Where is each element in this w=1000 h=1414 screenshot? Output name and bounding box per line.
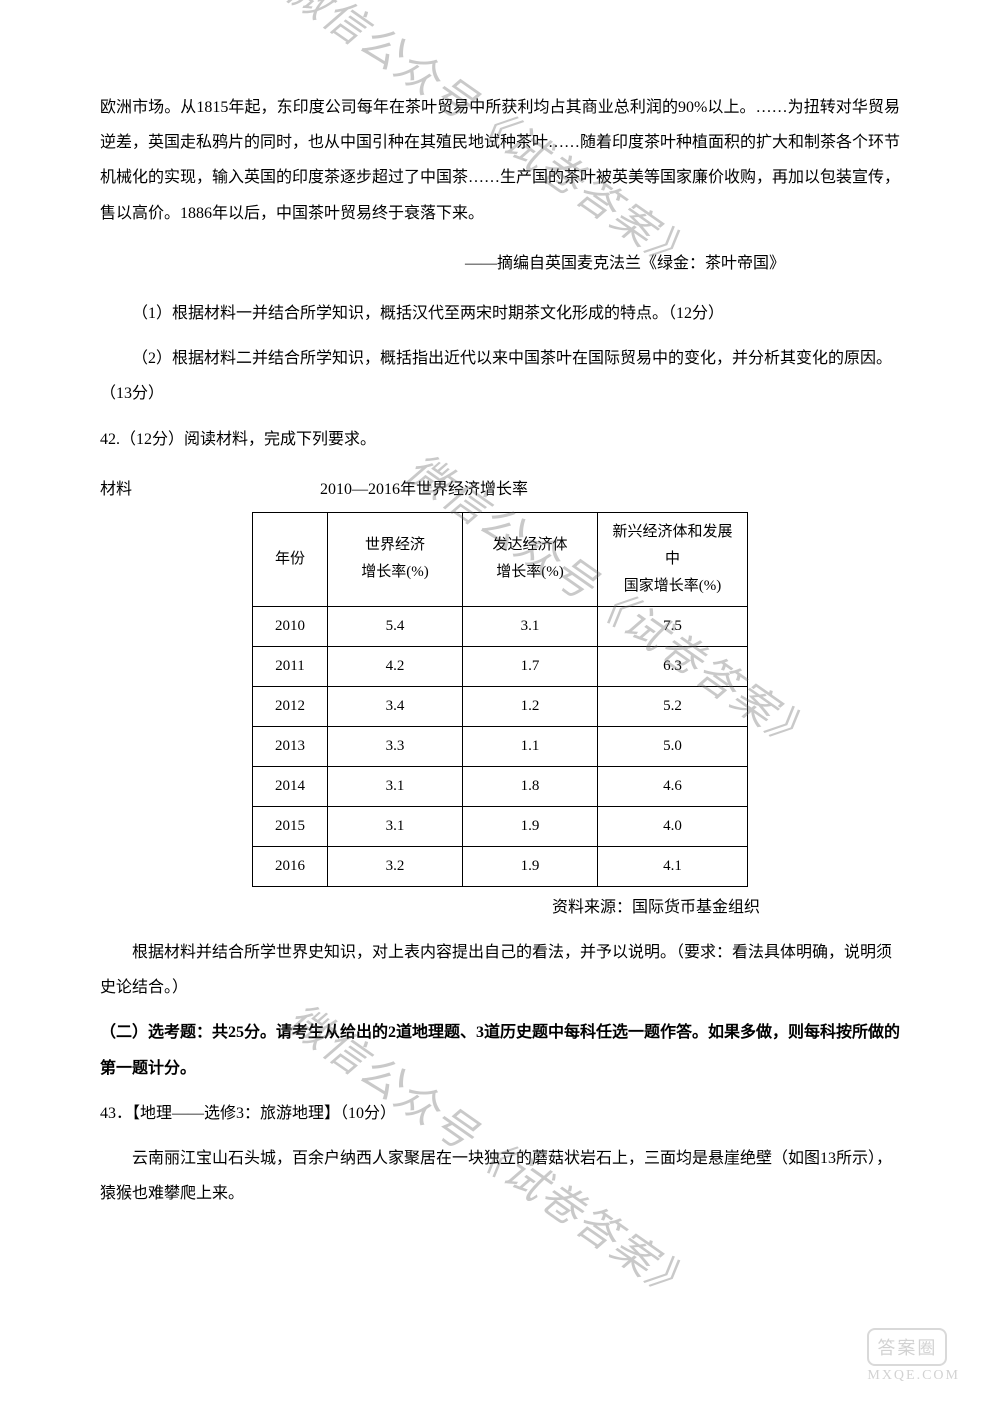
header-year: 年份 bbox=[253, 512, 328, 606]
economy-table: 年份 世界经济增长率(%) 发达经济体增长率(%) 新兴经济体和发展中国家增长率… bbox=[252, 512, 748, 887]
cell-developed: 1.2 bbox=[463, 686, 598, 726]
cell-year: 2015 bbox=[253, 806, 328, 846]
question-2: （2）根据材料二并结合所学知识，概括指出近代以来中国茶叶在国际贸易中的变化，并分… bbox=[100, 341, 900, 411]
table-row: 2011 4.2 1.7 6.3 bbox=[253, 646, 748, 686]
table-header-row: 年份 世界经济增长率(%) 发达经济体增长率(%) 新兴经济体和发展中国家增长率… bbox=[253, 512, 748, 606]
cell-year: 2012 bbox=[253, 686, 328, 726]
table-title: 2010—2016年世界经济增长率 bbox=[320, 481, 528, 498]
table-row: 2016 3.2 1.9 4.1 bbox=[253, 846, 748, 886]
cell-year: 2010 bbox=[253, 606, 328, 646]
cell-world: 4.2 bbox=[328, 646, 463, 686]
header-developed: 发达经济体增长率(%) bbox=[463, 512, 598, 606]
bottom-logo: 答案圈 MXQE.COM bbox=[867, 1328, 960, 1384]
material-row: 材料 2010—2016年世界经济增长率 bbox=[100, 472, 900, 507]
table-row: 2010 5.4 3.1 7.5 bbox=[253, 606, 748, 646]
cell-world: 3.1 bbox=[328, 766, 463, 806]
header-world: 世界经济增长率(%) bbox=[328, 512, 463, 606]
cell-developed: 1.9 bbox=[463, 846, 598, 886]
question-42-body: 根据材料并结合所学世界史知识，对上表内容提出自己的看法，并予以说明。（要求：看法… bbox=[100, 935, 900, 1005]
cell-emerging: 4.0 bbox=[598, 806, 748, 846]
cell-emerging: 4.1 bbox=[598, 846, 748, 886]
cell-emerging: 7.5 bbox=[598, 606, 748, 646]
question-43-header: 43．【地理——选修3：旅游地理】（10分） bbox=[100, 1096, 900, 1131]
cell-emerging: 5.0 bbox=[598, 726, 748, 766]
cell-world: 3.3 bbox=[328, 726, 463, 766]
table-row: 2013 3.3 1.1 5.0 bbox=[253, 726, 748, 766]
table-row: 2015 3.1 1.9 4.0 bbox=[253, 806, 748, 846]
cell-year: 2013 bbox=[253, 726, 328, 766]
cell-developed: 1.7 bbox=[463, 646, 598, 686]
cell-world: 3.4 bbox=[328, 686, 463, 726]
section-2-header: （二）选考题：共25分。请考生从给出的2道地理题、3道历史题中每科任选一题作答。… bbox=[100, 1015, 900, 1085]
question-43-body: 云南丽江宝山石头城，百余户纳西人家聚居在一块独立的蘑菇状岩石上，三面均是悬崖绝壁… bbox=[100, 1141, 900, 1211]
cell-developed: 1.1 bbox=[463, 726, 598, 766]
paragraph-intro: 欧洲市场。从1815年起，东印度公司每年在茶叶贸易中所获利均占其商业总利润的90… bbox=[100, 90, 900, 231]
table-row: 2012 3.4 1.2 5.2 bbox=[253, 686, 748, 726]
cell-year: 2014 bbox=[253, 766, 328, 806]
table-source: 资料来源：国际货币基金组织 bbox=[100, 890, 900, 925]
cell-emerging: 6.3 bbox=[598, 646, 748, 686]
logo-text-bottom: MXQE.COM bbox=[867, 1368, 960, 1384]
header-emerging: 新兴经济体和发展中国家增长率(%) bbox=[598, 512, 748, 606]
cell-year: 2011 bbox=[253, 646, 328, 686]
citation: ——摘编自英国麦克法兰《绿金：茶叶帝国》 bbox=[100, 246, 900, 281]
cell-year: 2016 bbox=[253, 846, 328, 886]
cell-developed: 1.8 bbox=[463, 766, 598, 806]
question-42-header: 42.（12分）阅读材料，完成下列要求。 bbox=[100, 422, 900, 457]
cell-developed: 1.9 bbox=[463, 806, 598, 846]
material-label: 材料 bbox=[100, 472, 132, 507]
document-content: 欧洲市场。从1815年起，东印度公司每年在茶叶贸易中所获利均占其商业总利润的90… bbox=[100, 90, 900, 1211]
logo-text-top: 答案圈 bbox=[867, 1328, 947, 1366]
question-1: （1）根据材料一并结合所学知识，概括汉代至两宋时期茶文化形成的特点。（12分） bbox=[100, 296, 900, 331]
table-row: 2014 3.1 1.8 4.6 bbox=[253, 766, 748, 806]
cell-world: 5.4 bbox=[328, 606, 463, 646]
cell-emerging: 4.6 bbox=[598, 766, 748, 806]
cell-developed: 3.1 bbox=[463, 606, 598, 646]
cell-world: 3.2 bbox=[328, 846, 463, 886]
cell-world: 3.1 bbox=[328, 806, 463, 846]
cell-emerging: 5.2 bbox=[598, 686, 748, 726]
